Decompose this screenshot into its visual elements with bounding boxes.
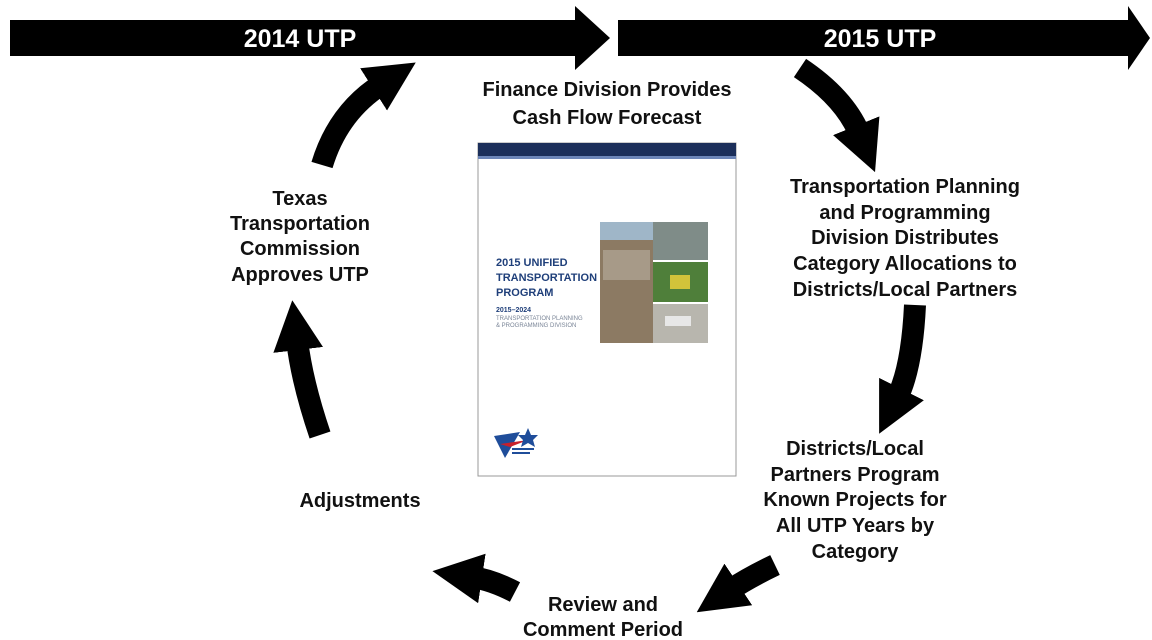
node-line: Partners Program xyxy=(771,464,940,486)
arrow xyxy=(472,577,515,592)
arrow xyxy=(730,565,775,590)
node-line: Districts/Local Partners xyxy=(793,279,1018,301)
node-line: Review and xyxy=(548,594,658,616)
node: Districts/Local Partners Program Known P… xyxy=(763,438,947,563)
page: 2014 UTP 2015 UTP Finance Division Provi… xyxy=(0,0,1152,640)
arrow xyxy=(297,340,320,435)
node: Finance Division Provides Cash Flow Fore… xyxy=(483,79,732,129)
node: Transportation Planning and Programming … xyxy=(790,176,1020,301)
arrow xyxy=(800,68,860,135)
cover-shape xyxy=(603,250,650,280)
node-line: Commission xyxy=(240,238,360,260)
cover-division: TRANSPORTATION PLANNING xyxy=(496,316,583,322)
node: Adjustments xyxy=(299,490,420,512)
node-line: Approves UTP xyxy=(231,264,369,286)
cover-shape xyxy=(665,316,691,326)
cover-title: 2015 UNIFIED xyxy=(496,257,568,269)
node-line: All UTP Years by xyxy=(776,515,935,537)
cover-title: PROGRAM xyxy=(496,287,553,299)
cover-shape xyxy=(653,222,708,260)
node-line: and Programming xyxy=(819,202,990,224)
node-line: Category xyxy=(812,541,900,563)
arrow xyxy=(322,84,382,165)
node: Texas Transportation Commission Approves… xyxy=(230,188,370,286)
banner-label: 2014 UTP xyxy=(244,25,357,53)
cover-photos xyxy=(600,222,708,343)
node-line: Cash Flow Forecast xyxy=(513,107,702,129)
cover-shape xyxy=(600,222,653,240)
cover-shape xyxy=(512,448,534,450)
node-line: Finance Division Provides xyxy=(483,79,732,101)
node-line: Districts/Local xyxy=(786,438,924,460)
cover-band xyxy=(478,143,736,156)
node-line: Comment Period xyxy=(523,619,683,640)
cover-shape xyxy=(670,275,690,289)
diagram: 2014 UTP 2015 UTP Finance Division Provi… xyxy=(0,0,1152,640)
cover-band xyxy=(478,156,736,159)
report-cover: 2015 UNIFIED TRANSPORTATION PROGRAM 2015… xyxy=(478,143,736,476)
node-line: Transportation xyxy=(230,213,370,235)
banner-label: 2015 UTP xyxy=(824,25,937,53)
node-line: Texas xyxy=(272,188,327,210)
node-line: Adjustments xyxy=(299,490,420,512)
node-line: Division Distributes xyxy=(811,227,999,249)
cover-years: 2015–2024 xyxy=(496,307,531,314)
node-line: Category Allocations to xyxy=(793,253,1017,275)
cover-title: TRANSPORTATION xyxy=(496,272,597,284)
arrow xyxy=(897,305,915,398)
cover-shape xyxy=(600,222,653,343)
cover-shape xyxy=(512,452,530,454)
node-line: Transportation Planning xyxy=(790,176,1020,198)
cover-division: & PROGRAMMING DIVISION xyxy=(496,323,576,329)
node-line: Known Projects for xyxy=(763,489,947,511)
node: Review and Comment Period xyxy=(523,594,683,640)
